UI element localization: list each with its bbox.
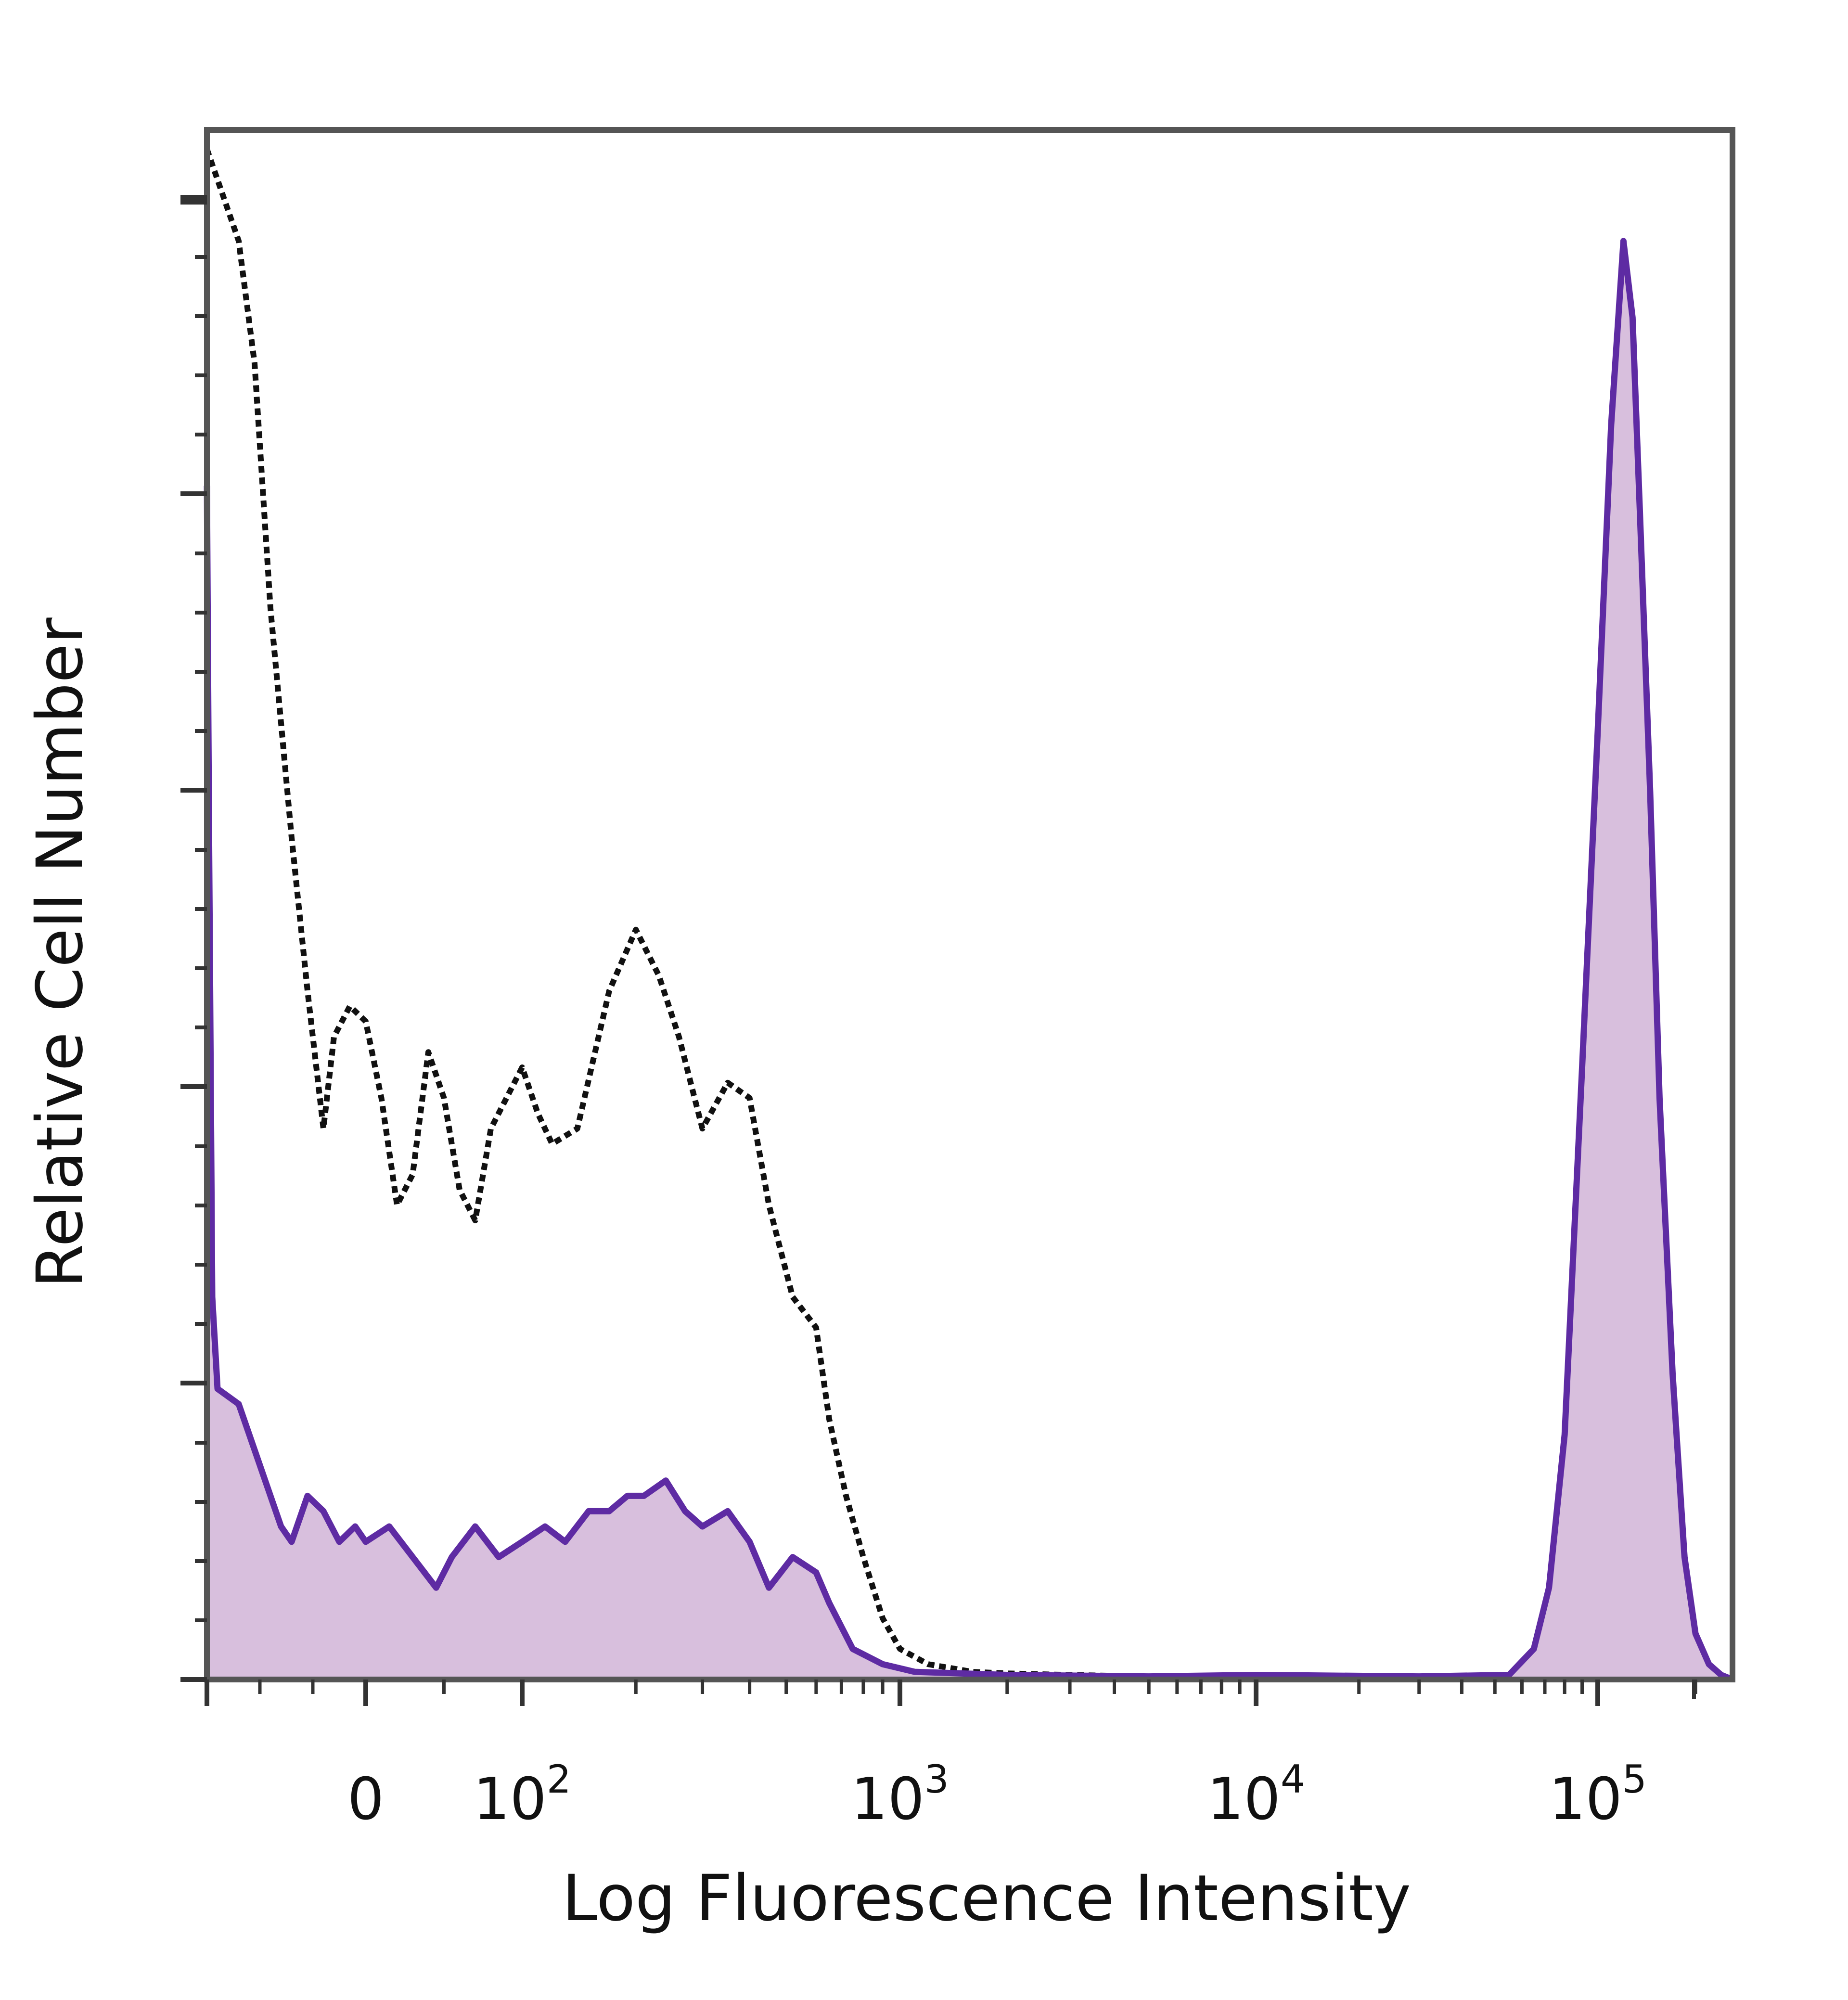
series-0-line [204, 148, 1733, 1682]
x-axis-title: Log Fluorescence Intensity [562, 1861, 1411, 1936]
y-axis-title: Relative Cell Number [23, 617, 97, 1288]
series-1-line [204, 238, 1734, 1683]
plot-frame [204, 127, 1735, 1682]
series-1-area [207, 241, 1732, 1679]
x-tick-label: 0 [347, 1766, 384, 1833]
x-tick-label: 103 [851, 1757, 949, 1833]
x-tick-label: 102 [473, 1757, 571, 1833]
x-tick-label: 104 [1207, 1757, 1305, 1833]
x-tick-label: 105 [1549, 1757, 1647, 1833]
ticks-layer [180, 195, 1697, 1706]
labels-layer: 0 102 103 104 105 [347, 1757, 1647, 1833]
series-layer [204, 148, 1734, 1683]
